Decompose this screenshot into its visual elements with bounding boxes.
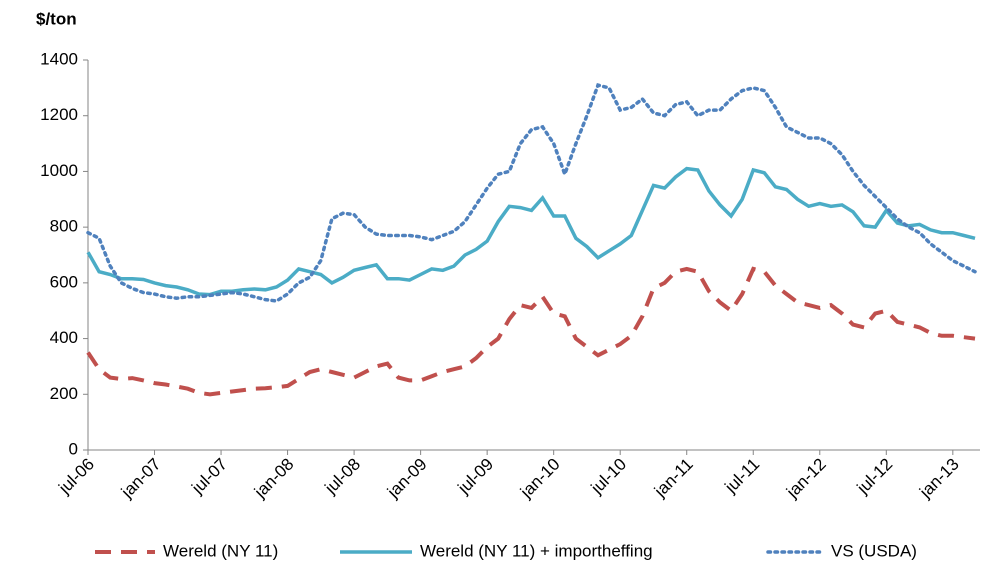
series-line [86,83,977,303]
y-axis-title: $/ton [36,9,77,28]
y-tick-label: 800 [50,217,78,236]
x-tick-label: jul-06 [54,455,98,499]
y-tick-label: 600 [50,272,78,291]
y-tick-label: 1200 [40,105,78,124]
x-tick-label: jan-07 [117,455,165,503]
legend-label: VS (USDA) [831,541,917,560]
y-tick-label: 1400 [40,49,78,68]
series-line [86,166,976,297]
y-tick-label: 200 [50,384,78,403]
x-tick-label: jan-10 [516,455,564,503]
legend-label: Wereld (NY 11) [163,541,278,560]
x-tick-label: jul-10 [587,455,631,499]
x-tick-label: jul-07 [187,455,231,499]
x-tick-label: jul-11 [721,455,764,498]
x-tick-label: jan-13 [915,455,963,503]
x-tick-label: jan-08 [250,455,298,503]
series-line [86,266,976,397]
x-tick-label: jan-09 [383,455,431,503]
x-tick-label: jan-12 [782,455,830,503]
x-tick-label: jul-12 [853,455,897,499]
legend-label: Wereld (NY 11) + importheffing [420,541,653,560]
x-tick-label: jul-09 [454,455,498,499]
y-tick-label: 0 [69,439,78,458]
y-tick-label: 400 [50,328,78,347]
x-tick-label: jul-08 [321,455,365,499]
y-tick-label: 1000 [40,161,78,180]
x-tick-label: jan-11 [650,455,697,502]
